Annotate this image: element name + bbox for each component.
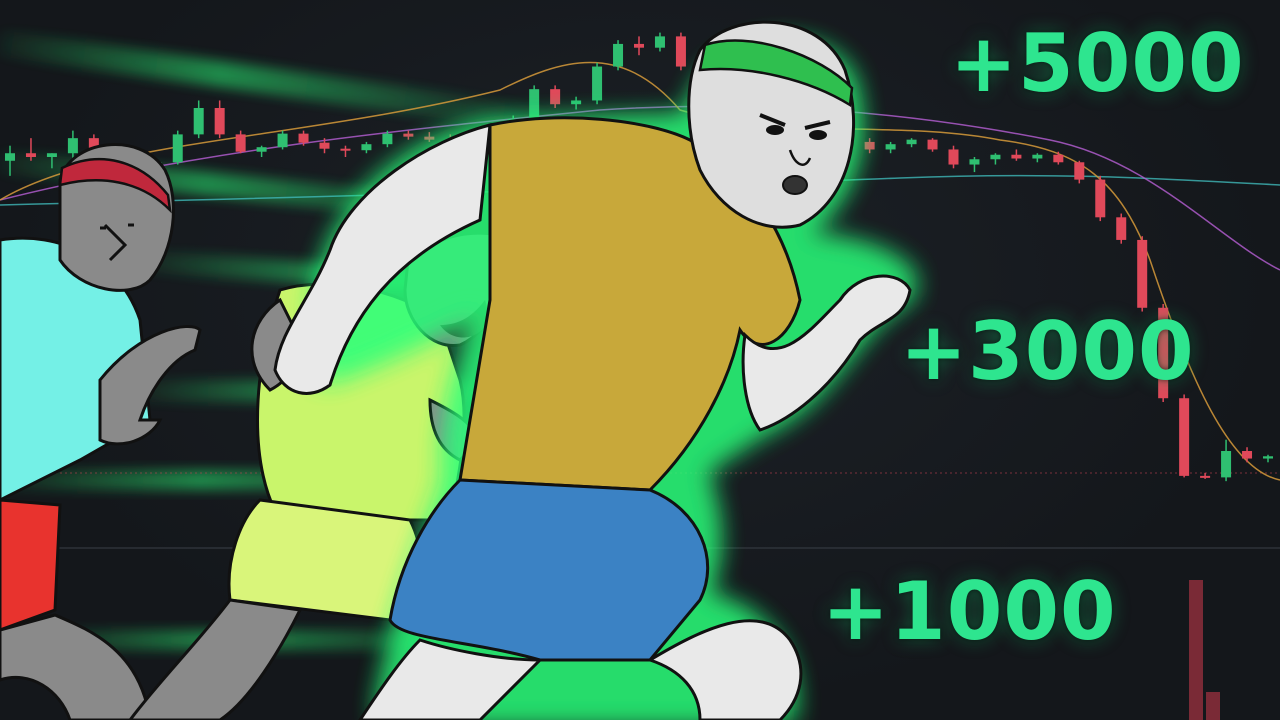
gain-label-top: +5000 [950,17,1245,110]
volume-bar [1189,580,1203,720]
candle [613,43,624,67]
candle [529,89,540,120]
candle [25,153,36,157]
gain-label-bottom: +1000 [822,565,1117,658]
candle [550,89,561,105]
candle [885,144,896,150]
candle [361,144,372,151]
candle [382,133,393,145]
candle [1200,475,1211,478]
candle [319,142,330,149]
candle [1053,154,1064,163]
gain-label-middle: +3000 [900,305,1195,398]
candle [1137,239,1148,308]
candle [1263,456,1273,459]
candle [1011,154,1022,159]
candle [298,133,309,143]
candle [927,139,938,150]
candle [1179,398,1190,476]
candle [256,147,267,152]
candle [1032,154,1043,159]
candle [1221,451,1232,478]
candle [906,139,917,145]
candle [5,153,15,161]
candle [1074,162,1085,180]
candle [990,154,1001,160]
candle [88,138,99,150]
candle [1095,179,1106,218]
candle [1116,217,1127,240]
candle [969,159,980,165]
candle [654,36,665,48]
candle [864,141,875,150]
candle [340,148,351,151]
candle [424,136,435,140]
volume-bars [1189,580,1220,720]
front-runner [273,20,913,720]
volume-bar [1206,692,1220,720]
candle [235,134,246,152]
candle [634,43,644,48]
candle [67,138,78,154]
back-runner-headband [58,157,172,214]
front-runner-headband [698,39,854,108]
candle [403,133,414,137]
candle [675,36,686,67]
candle [1242,451,1253,459]
candle [571,100,582,105]
candle [277,133,288,148]
candle [592,66,603,101]
candle [172,134,183,163]
candle [948,149,959,165]
candle [214,108,225,135]
candle [46,153,57,157]
candle [193,108,204,135]
back-runner [0,143,202,720]
candle [1158,307,1169,399]
